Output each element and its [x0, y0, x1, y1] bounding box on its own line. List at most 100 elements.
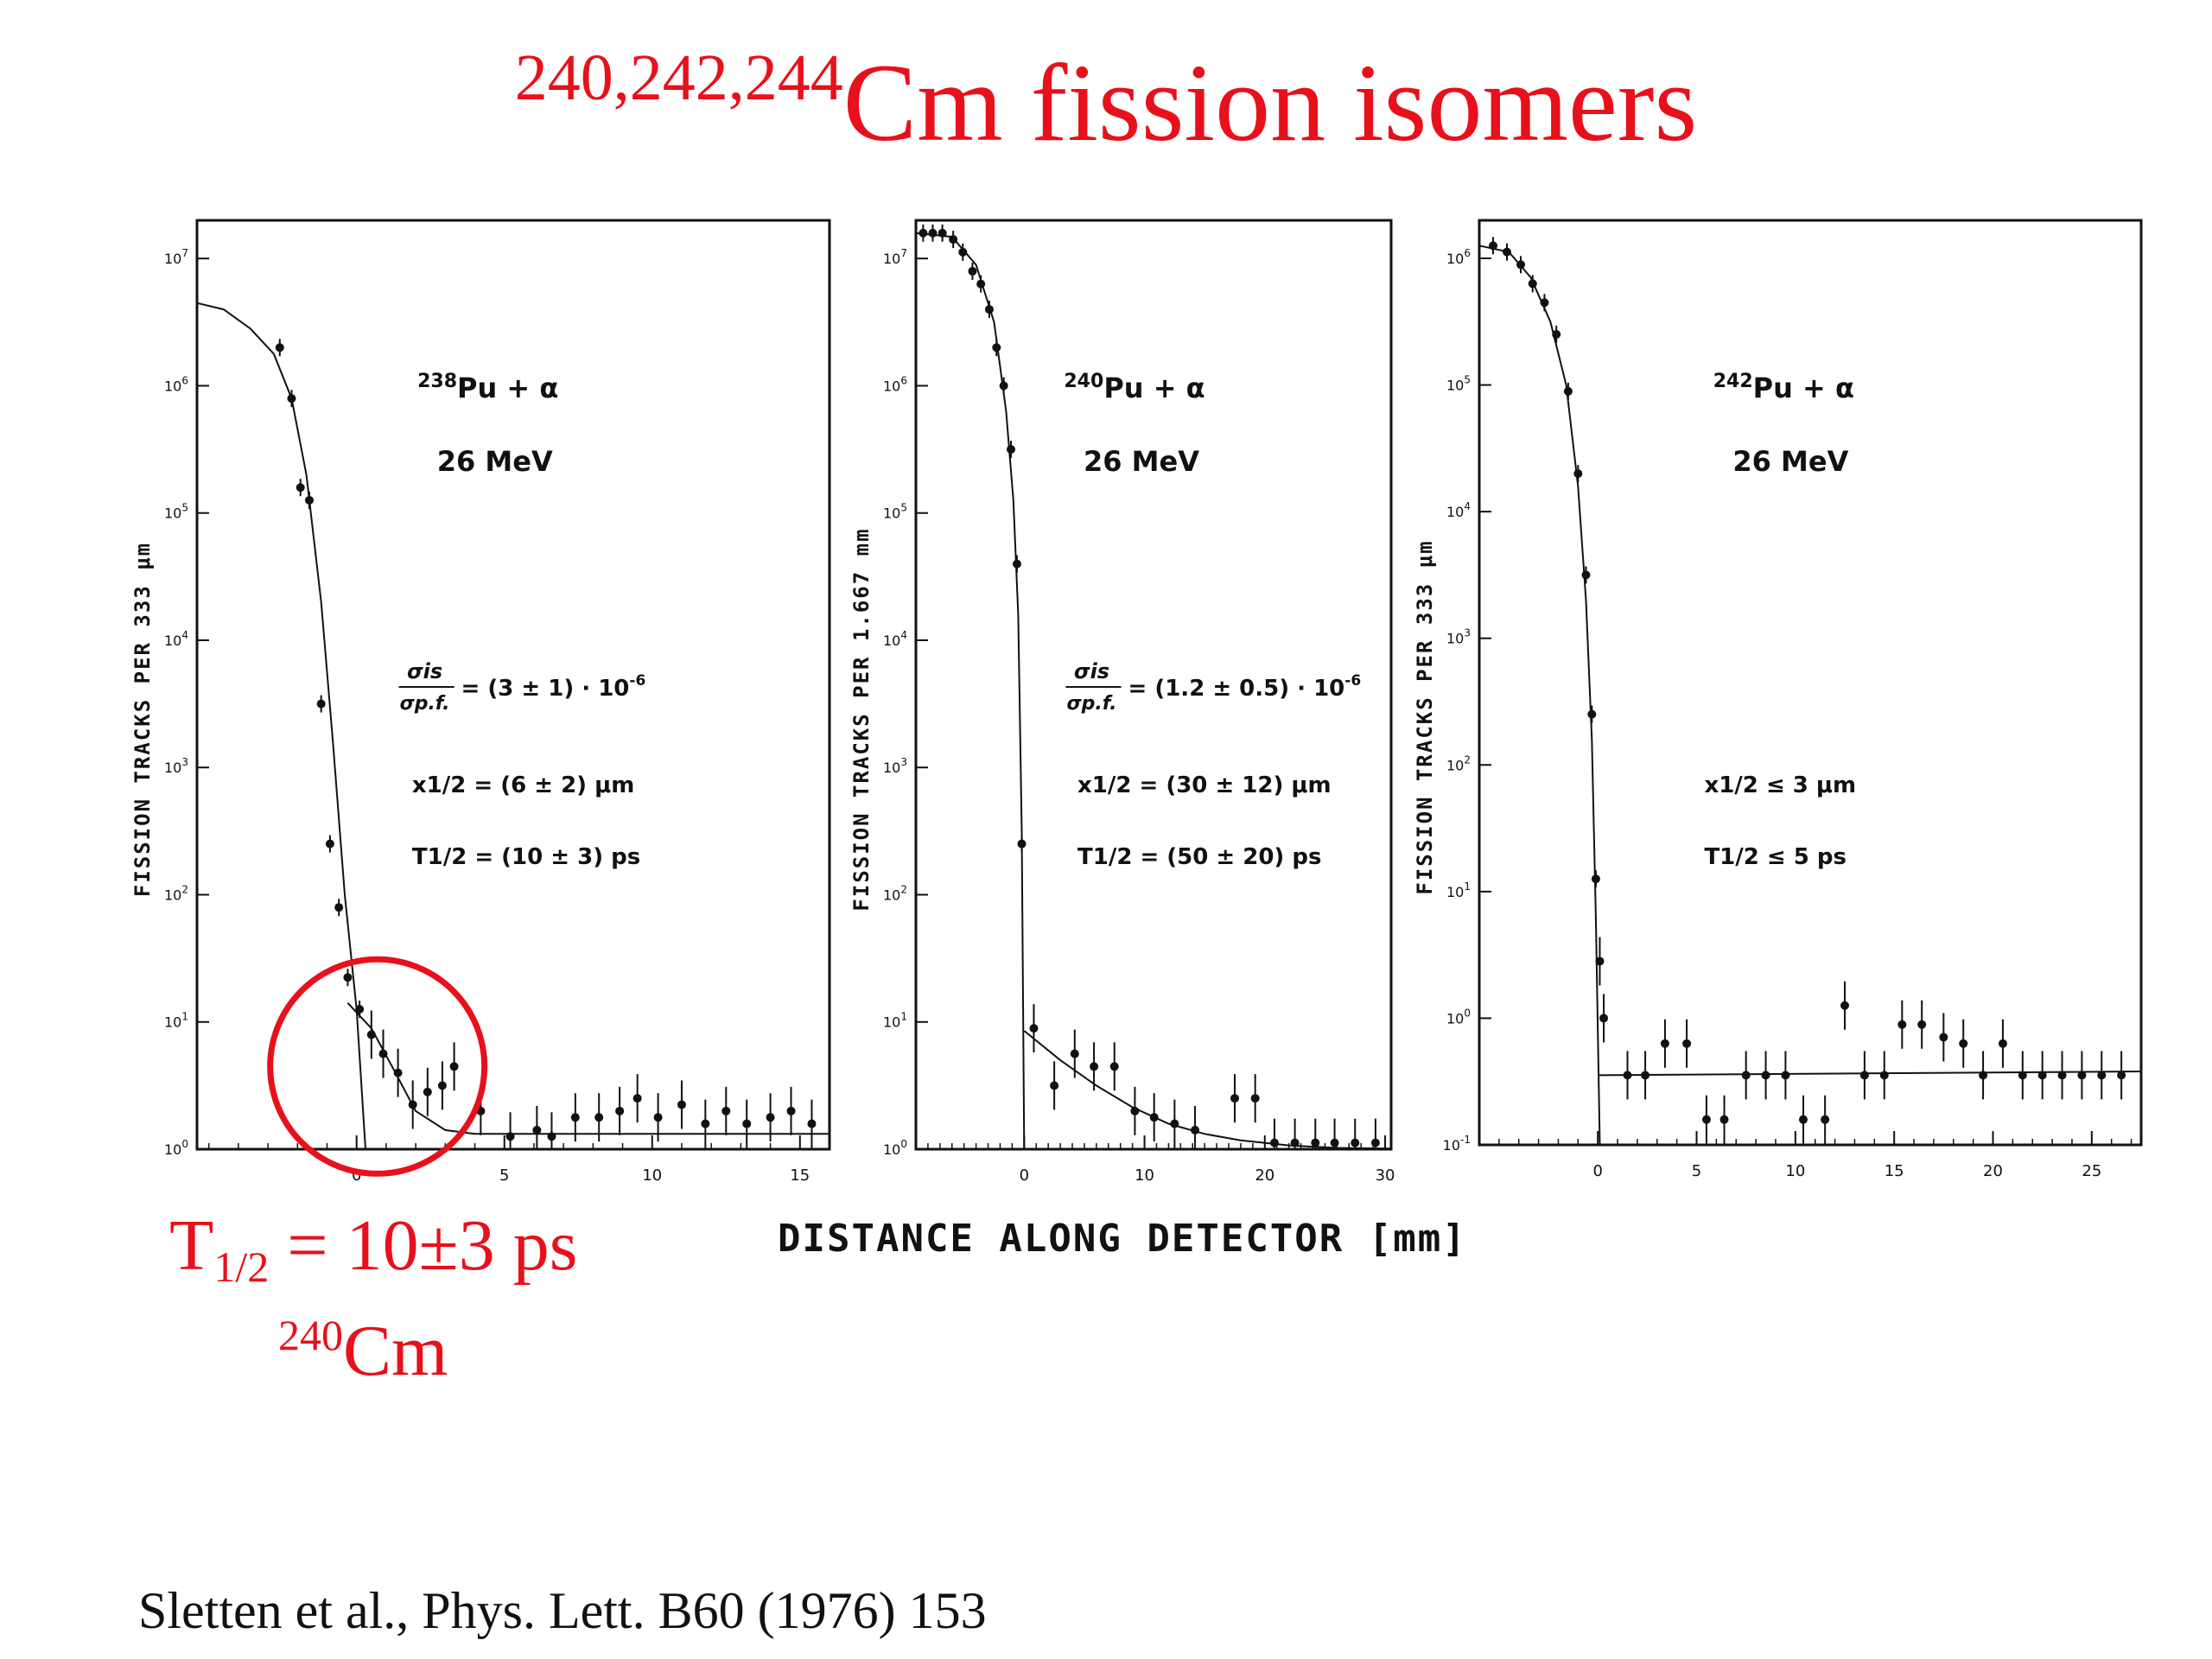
y-tick-label: 104: [1446, 500, 1471, 520]
data-point: [304, 495, 314, 505]
y-tick-label: 106: [164, 374, 188, 394]
data-point: [677, 1100, 686, 1109]
data-point: [1595, 957, 1605, 966]
y-tick-label: 106: [1446, 247, 1471, 267]
data-point: [343, 973, 353, 982]
data-point: [1781, 1071, 1790, 1080]
y-tick-label: 106: [883, 374, 907, 394]
data-point: [1591, 874, 1600, 884]
x-half-label: x1/2 ≤ 3 μm: [1704, 772, 1856, 798]
data-point: [992, 343, 1001, 353]
data-point: [1573, 469, 1583, 479]
ratio-numerator: σis: [1074, 659, 1109, 683]
data-point: [1552, 329, 1561, 339]
data-point: [766, 1113, 775, 1122]
data-point: [958, 247, 968, 257]
half-life-subscript: 1/2: [213, 1243, 270, 1291]
reaction-label: 238Pu + α: [417, 371, 558, 404]
x-tick-label: 5: [499, 1166, 509, 1185]
isomer-decay-curve: [1023, 1030, 1392, 1150]
data-point: [366, 1030, 376, 1039]
x-tick-label: 0: [1020, 1166, 1029, 1185]
data-point: [1191, 1125, 1200, 1135]
data-point: [918, 228, 928, 238]
t-half-label: T1/2 = (50 ± 20) ps: [1077, 844, 1321, 870]
data-point: [615, 1106, 625, 1116]
data-point: [1290, 1138, 1300, 1147]
data-point: [423, 1087, 432, 1096]
x-tick-label: 0: [1592, 1162, 1602, 1180]
prompt-fission-curve: [1478, 245, 1601, 1146]
citation: Sletten et al., Phys. Lett. B60 (1976) 1…: [138, 1582, 987, 1639]
data-point: [1050, 1081, 1059, 1090]
data-point: [1269, 1138, 1279, 1147]
x-tick-label: 15: [1885, 1162, 1904, 1180]
x-tick-label: 20: [1255, 1166, 1274, 1185]
data-point: [1029, 1024, 1039, 1033]
data-point: [1311, 1138, 1320, 1147]
y-tick-label: 104: [164, 629, 188, 649]
y-tick-label: 101: [883, 1011, 907, 1031]
reaction-label: 242Pu + α: [1713, 371, 1854, 404]
data-point: [1516, 260, 1526, 270]
data-point: [2037, 1071, 2047, 1080]
data-point: [1012, 559, 1021, 569]
panel-3: 0 5 10 15 20 25 10-1 100 101 102 103 104 105 106 FISSI…: [1413, 219, 2143, 1180]
data-point: [721, 1106, 731, 1116]
data-point: [355, 1005, 365, 1014]
panel-1: 0 5 10 15 100 101 102 103 104 105 106 107 FISSION TR…: [130, 219, 831, 1185]
data-point: [1959, 1039, 1968, 1048]
data-point: [1170, 1119, 1179, 1128]
data-point: [1581, 570, 1591, 580]
data-point: [1563, 386, 1573, 396]
data-point: [2018, 1071, 2027, 1080]
data-point: [1761, 1071, 1770, 1080]
data-point: [1528, 279, 1537, 289]
data-point: [334, 903, 344, 912]
x-tick-label: 15: [790, 1166, 810, 1185]
data-point: [505, 1132, 515, 1141]
data-point: [1859, 1071, 1869, 1080]
data-point: [1070, 1049, 1079, 1058]
highlight-circle: [267, 956, 488, 1177]
data-point: [594, 1113, 604, 1122]
data-point: [1599, 1014, 1609, 1023]
x-half-label: x1/2 = (30 ± 12) μm: [1077, 772, 1332, 798]
data-point: [1641, 1071, 1650, 1080]
t-half-label: T1/2 = (10 ± 3) ps: [412, 844, 640, 870]
data-point: [393, 1068, 403, 1077]
plot-frame: [1478, 219, 2143, 1147]
data-point: [999, 381, 1008, 391]
x-tick-label: 25: [2082, 1162, 2101, 1180]
y-tick-label: 102: [164, 883, 188, 903]
data-point: [1149, 1113, 1159, 1122]
data-point: [1660, 1039, 1669, 1048]
x-tick-label: 0: [352, 1166, 361, 1185]
data-point: [1821, 1115, 1830, 1124]
data-point: [1840, 1001, 1850, 1010]
y-tick-label: 107: [883, 247, 907, 267]
data-point: [316, 699, 326, 709]
data-point: [1897, 1020, 1907, 1029]
plot-frame: [195, 219, 831, 1151]
isotope-mass: 240: [278, 1311, 343, 1359]
data-point: [1017, 839, 1027, 849]
data-point: [1979, 1071, 1988, 1080]
energy-label: 26 MeV: [1732, 445, 1848, 478]
y-tick-label: 103: [883, 756, 907, 776]
ratio-value: = (3 ± 1) · 10-6: [461, 672, 646, 702]
y-tick-label: 104: [883, 629, 907, 649]
half-life-symbol: T: [169, 1205, 214, 1286]
y-axis-label: FISSION TRACKS PER 333 μm: [1413, 539, 1437, 894]
isotope-annotation: 240Cm: [278, 1313, 448, 1388]
data-point: [547, 1132, 556, 1141]
data-point: [653, 1113, 663, 1122]
data-point: [437, 1081, 447, 1090]
panel-2: 0 10 20 30 100 101 102 103 104 105 106 107 FISSION T…: [849, 219, 1395, 1185]
y-tick-label: 105: [164, 502, 188, 522]
data-point: [287, 394, 296, 404]
data-point: [1682, 1039, 1692, 1048]
data-point: [949, 235, 958, 245]
